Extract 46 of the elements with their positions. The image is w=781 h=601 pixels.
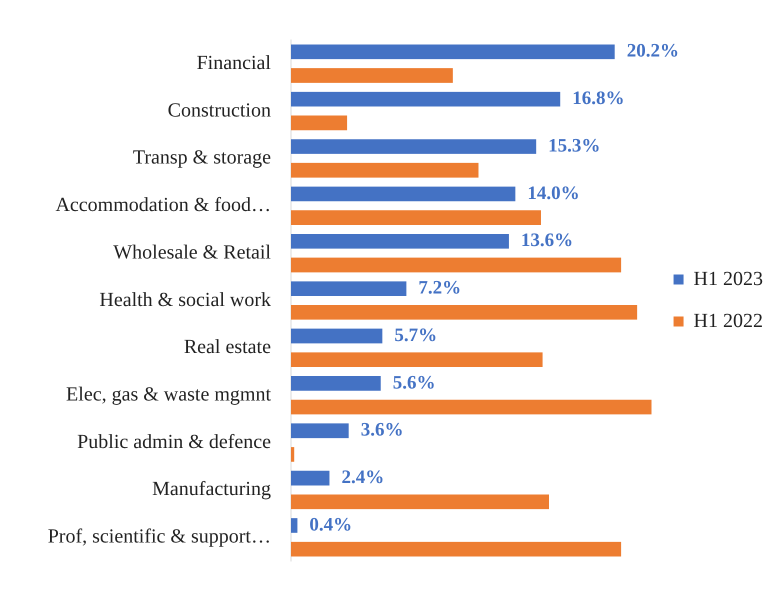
data-label: 3.6%: [360, 420, 404, 441]
bar: [291, 400, 652, 414]
y-tick-label: Wholesale & Retail: [113, 241, 272, 264]
y-tick-label: Financial: [196, 52, 272, 74]
bar: [291, 258, 622, 272]
data-label: 2.4%: [341, 467, 384, 488]
data-label: 0.4%: [309, 514, 352, 536]
bar: [291, 447, 294, 462]
data-label: 20.2%: [626, 40, 679, 62]
y-tick-label: Health & social work: [99, 288, 271, 311]
y-tick-label: Public admin & defence: [77, 430, 272, 453]
bar: [291, 44, 615, 60]
legend-label: H1 2022: [694, 310, 764, 332]
bar: [291, 186, 516, 202]
data-label: 16.8%: [572, 88, 624, 110]
bar: [291, 423, 349, 438]
bar: [291, 234, 509, 249]
bar: [291, 470, 330, 486]
bar: [291, 116, 348, 130]
data-label: 14.0%: [527, 182, 580, 204]
y-tick-label: Elec, gas & waste mgmnt: [66, 383, 272, 406]
data-label: 5.6%: [392, 372, 436, 394]
y-tick-label: Real estate: [184, 336, 272, 358]
y-tick-label: Transp & storage: [132, 146, 272, 169]
data-label: 7.2%: [418, 278, 462, 299]
bar: [291, 92, 560, 107]
bar: [291, 162, 478, 178]
y-tick-label: Accommodation & food…: [55, 194, 271, 216]
bar: [291, 376, 381, 391]
bar: [291, 328, 382, 344]
data-label: 5.7%: [394, 324, 438, 346]
legend-label: H1 2023: [694, 268, 764, 290]
bar: [291, 518, 298, 533]
bar: [291, 281, 406, 296]
y-tick-label: Construction: [168, 99, 271, 122]
data-label: 13.6%: [520, 230, 574, 252]
y-tick-label: Manufacturing: [152, 478, 271, 500]
y-tick-label: Prof, scientific & support…: [48, 526, 271, 548]
bar: [291, 494, 549, 510]
bar: [291, 352, 543, 368]
bar: [291, 68, 453, 83]
bar: [291, 542, 622, 556]
data-label: 15.3%: [548, 135, 600, 156]
bar: [291, 305, 638, 320]
bar: [291, 139, 536, 154]
bar: [291, 210, 541, 225]
